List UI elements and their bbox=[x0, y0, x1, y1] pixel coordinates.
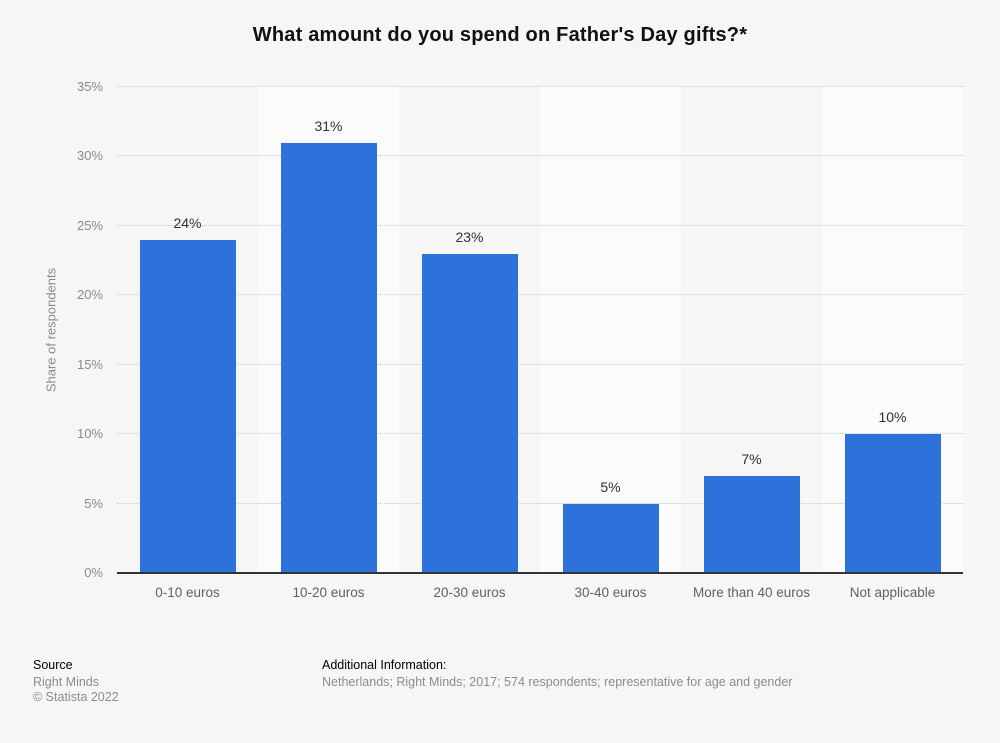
bar bbox=[139, 239, 236, 573]
y-tick-label: 5% bbox=[84, 495, 103, 511]
x-tick-label: 0-10 euros bbox=[155, 585, 220, 600]
bar-value-label: 23% bbox=[455, 228, 484, 245]
chart-title: What amount do you spend on Father's Day… bbox=[252, 24, 748, 46]
y-axis-tick-labels: 0% 5% 10% 15% 20% 25% 30% 35% bbox=[30, 79, 103, 580]
x-tick-label: Not applicable bbox=[849, 585, 936, 600]
gridline bbox=[117, 502, 963, 504]
y-tick-label: 0% bbox=[84, 565, 103, 580]
bar bbox=[844, 434, 941, 573]
bar-column: 31% bbox=[258, 87, 399, 573]
bar bbox=[421, 253, 518, 573]
x-axis-category-labels: 0-10 euros 10-20 euros 20-30 euros 30-40 eu… bbox=[117, 585, 963, 605]
bar-column: 24% bbox=[117, 87, 258, 573]
source-value: Right Minds bbox=[33, 675, 99, 689]
bar-column: 23% bbox=[399, 87, 540, 573]
bar-column: 5% bbox=[540, 87, 681, 573]
bar-column: 10% bbox=[822, 87, 963, 573]
gridline bbox=[117, 155, 963, 157]
bar-value-label: 24% bbox=[173, 214, 202, 231]
x-tick-label: 20-30 euros bbox=[433, 585, 506, 600]
gridline bbox=[117, 363, 963, 365]
additional-info-block: Additional Information: Netherlands; Rig… bbox=[322, 657, 792, 690]
bar bbox=[703, 475, 800, 573]
bar-value-label: 7% bbox=[741, 450, 762, 467]
x-tick-label: More than 40 euros bbox=[692, 585, 811, 600]
source-block: Source Right Minds © Statista 2022 bbox=[33, 657, 119, 705]
bar-value-label: 31% bbox=[314, 117, 343, 134]
additional-info-label: Additional Information: bbox=[322, 658, 447, 672]
y-tick-label: 35% bbox=[76, 79, 103, 94]
plot-area: 24% 31% 23% 5% 7% 10% bbox=[117, 86, 963, 573]
additional-info-value: Netherlands; Right Minds; 2017; 574 resp… bbox=[322, 675, 793, 689]
gridline bbox=[117, 294, 963, 296]
source-label: Source bbox=[33, 658, 73, 672]
y-tick-label: 15% bbox=[76, 356, 103, 372]
x-tick-label: 10-20 euros bbox=[292, 585, 365, 600]
y-tick-label: 30% bbox=[76, 148, 103, 164]
x-axis-line bbox=[117, 572, 963, 574]
gridline bbox=[117, 86, 963, 87]
gridline bbox=[117, 224, 963, 226]
bar bbox=[562, 503, 659, 573]
y-tick-label: 10% bbox=[76, 426, 103, 442]
bar-column: 7% bbox=[681, 87, 822, 573]
y-tick-label: 20% bbox=[76, 287, 103, 303]
bar bbox=[280, 142, 377, 573]
x-tick-label: 30-40 euros bbox=[574, 585, 647, 600]
bar-value-label: 5% bbox=[600, 478, 621, 495]
column-band bbox=[540, 87, 681, 573]
copyright-notice: © Statista 2022 bbox=[33, 690, 119, 704]
gridline bbox=[117, 433, 963, 435]
y-tick-label: 25% bbox=[76, 217, 103, 233]
bar-value-label: 10% bbox=[878, 409, 907, 426]
